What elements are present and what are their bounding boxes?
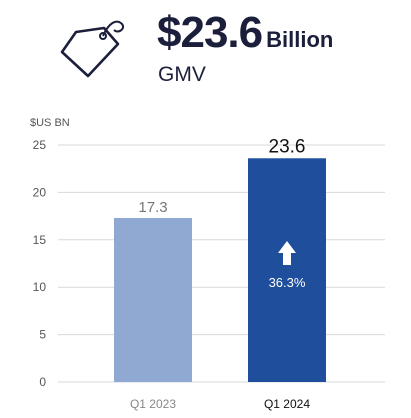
price-tag-icon [60, 20, 124, 78]
headline-unit: Billion [266, 27, 334, 52]
y-tick-label: 25 [33, 138, 47, 152]
headline-value: $23.6 Billion [157, 8, 333, 58]
x-tick-label: Q1 2023 [130, 397, 176, 411]
x-tick-label: Q1 2024 [264, 397, 310, 411]
bar [114, 217, 192, 382]
gmv-bar-chart: $US BN 0 5 10 15 20 25 17.3 Q1 2023 23.6 Q1 2024… [30, 117, 385, 411]
headline-amount: $23.6 [157, 8, 263, 57]
y-tick-label: 20 [33, 185, 47, 199]
headline-subtitle: GMV [158, 63, 206, 86]
growth-label: 36.3% [269, 275, 306, 290]
bar-value-label: 17.3 [138, 199, 167, 216]
y-tick-label: 10 [33, 280, 47, 294]
y-tick-label: 5 [39, 328, 46, 342]
y-axis-label: $US BN [30, 117, 70, 129]
headline-section: $23.6 Billion GMV [0, 0, 411, 100]
bar-value-label: 23.6 [269, 136, 306, 157]
arrow-up-icon [278, 241, 296, 265]
y-tick-label: 0 [39, 375, 46, 389]
bar [248, 158, 326, 382]
y-tick-label: 15 [33, 233, 47, 247]
